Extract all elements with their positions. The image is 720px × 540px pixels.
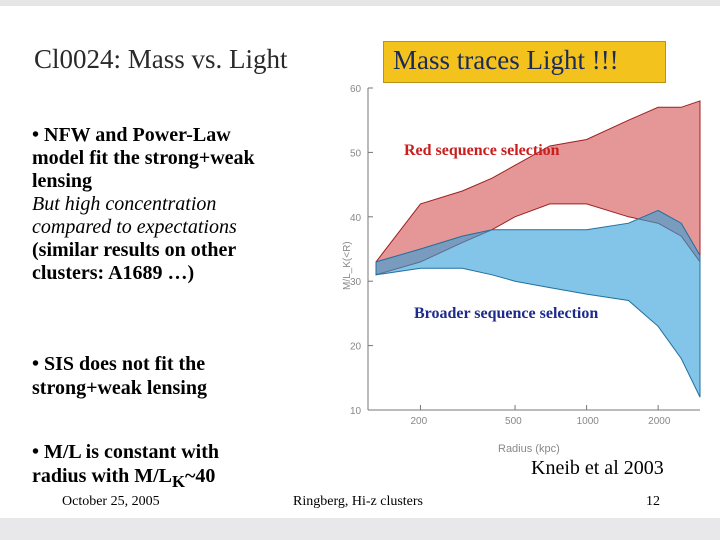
ml-value: ~40 — [185, 465, 216, 487]
y-axis-label: M/L_K(<R) — [342, 241, 353, 290]
ml-text: radius with M/L — [32, 465, 173, 487]
y-tick-label: 60 — [350, 84, 362, 95]
bullet-line: model fit the strong+weak — [32, 147, 255, 169]
bullet-line: (similar results on other — [32, 239, 237, 261]
x-tick-label: 500 — [505, 416, 522, 427]
bullet-line-italic: compared to expectations — [32, 216, 237, 238]
x-axis-label: Radius (kpc) — [498, 443, 560, 455]
bullet-line: • SIS does not fit the — [32, 353, 206, 375]
page-number: 12 — [646, 494, 660, 509]
bullet-line: lensing — [32, 170, 93, 192]
top-border — [0, 0, 720, 6]
y-tick-label: 10 — [350, 406, 362, 417]
ml-subscript: K — [172, 472, 185, 491]
bullet-sis: • SIS does not fit the strong+weak lensi… — [32, 352, 207, 400]
bullet-line: • M/L is constant with — [32, 441, 220, 463]
slide-title: Cl0024: Mass vs. Light — [34, 44, 288, 74]
bullet-line-ml: radius with M/LK~40 — [32, 464, 219, 494]
x-tick-label: 2000 — [648, 416, 671, 427]
y-tick-label: 40 — [350, 213, 362, 224]
bottom-border — [0, 518, 720, 540]
x-tick-label: 1000 — [577, 416, 600, 427]
footer-date: October 25, 2005 — [62, 494, 160, 509]
highlight-box — [383, 41, 666, 83]
y-tick-label: 50 — [350, 148, 362, 159]
bullet-line: strong+weak lensing — [32, 377, 207, 399]
bullet-ml: • M/L is constant with radius with M/LK~… — [32, 440, 219, 494]
bullet-line-italic: But high concentration — [32, 193, 217, 215]
x-tick-label: 200 — [410, 416, 427, 427]
y-tick-label: 20 — [350, 342, 362, 353]
y-tick-label: 30 — [350, 277, 362, 288]
bullet-line: clusters: A1689 …) — [32, 262, 195, 284]
highlight-text: Mass traces Light !!! — [393, 45, 619, 75]
series-label-broader: Broader sequence selection — [414, 305, 598, 322]
bullet-line: • NFW and Power-Law — [32, 124, 231, 146]
series-label-red: Red sequence selection — [404, 142, 560, 159]
band-broader-sequence — [375, 209, 701, 398]
citation: Kneib et al 2003 — [531, 457, 664, 479]
footer-center: Ringberg, Hi-z clusters — [293, 494, 423, 509]
bullet-nfw: • NFW and Power-Law model fit the strong… — [32, 124, 255, 285]
